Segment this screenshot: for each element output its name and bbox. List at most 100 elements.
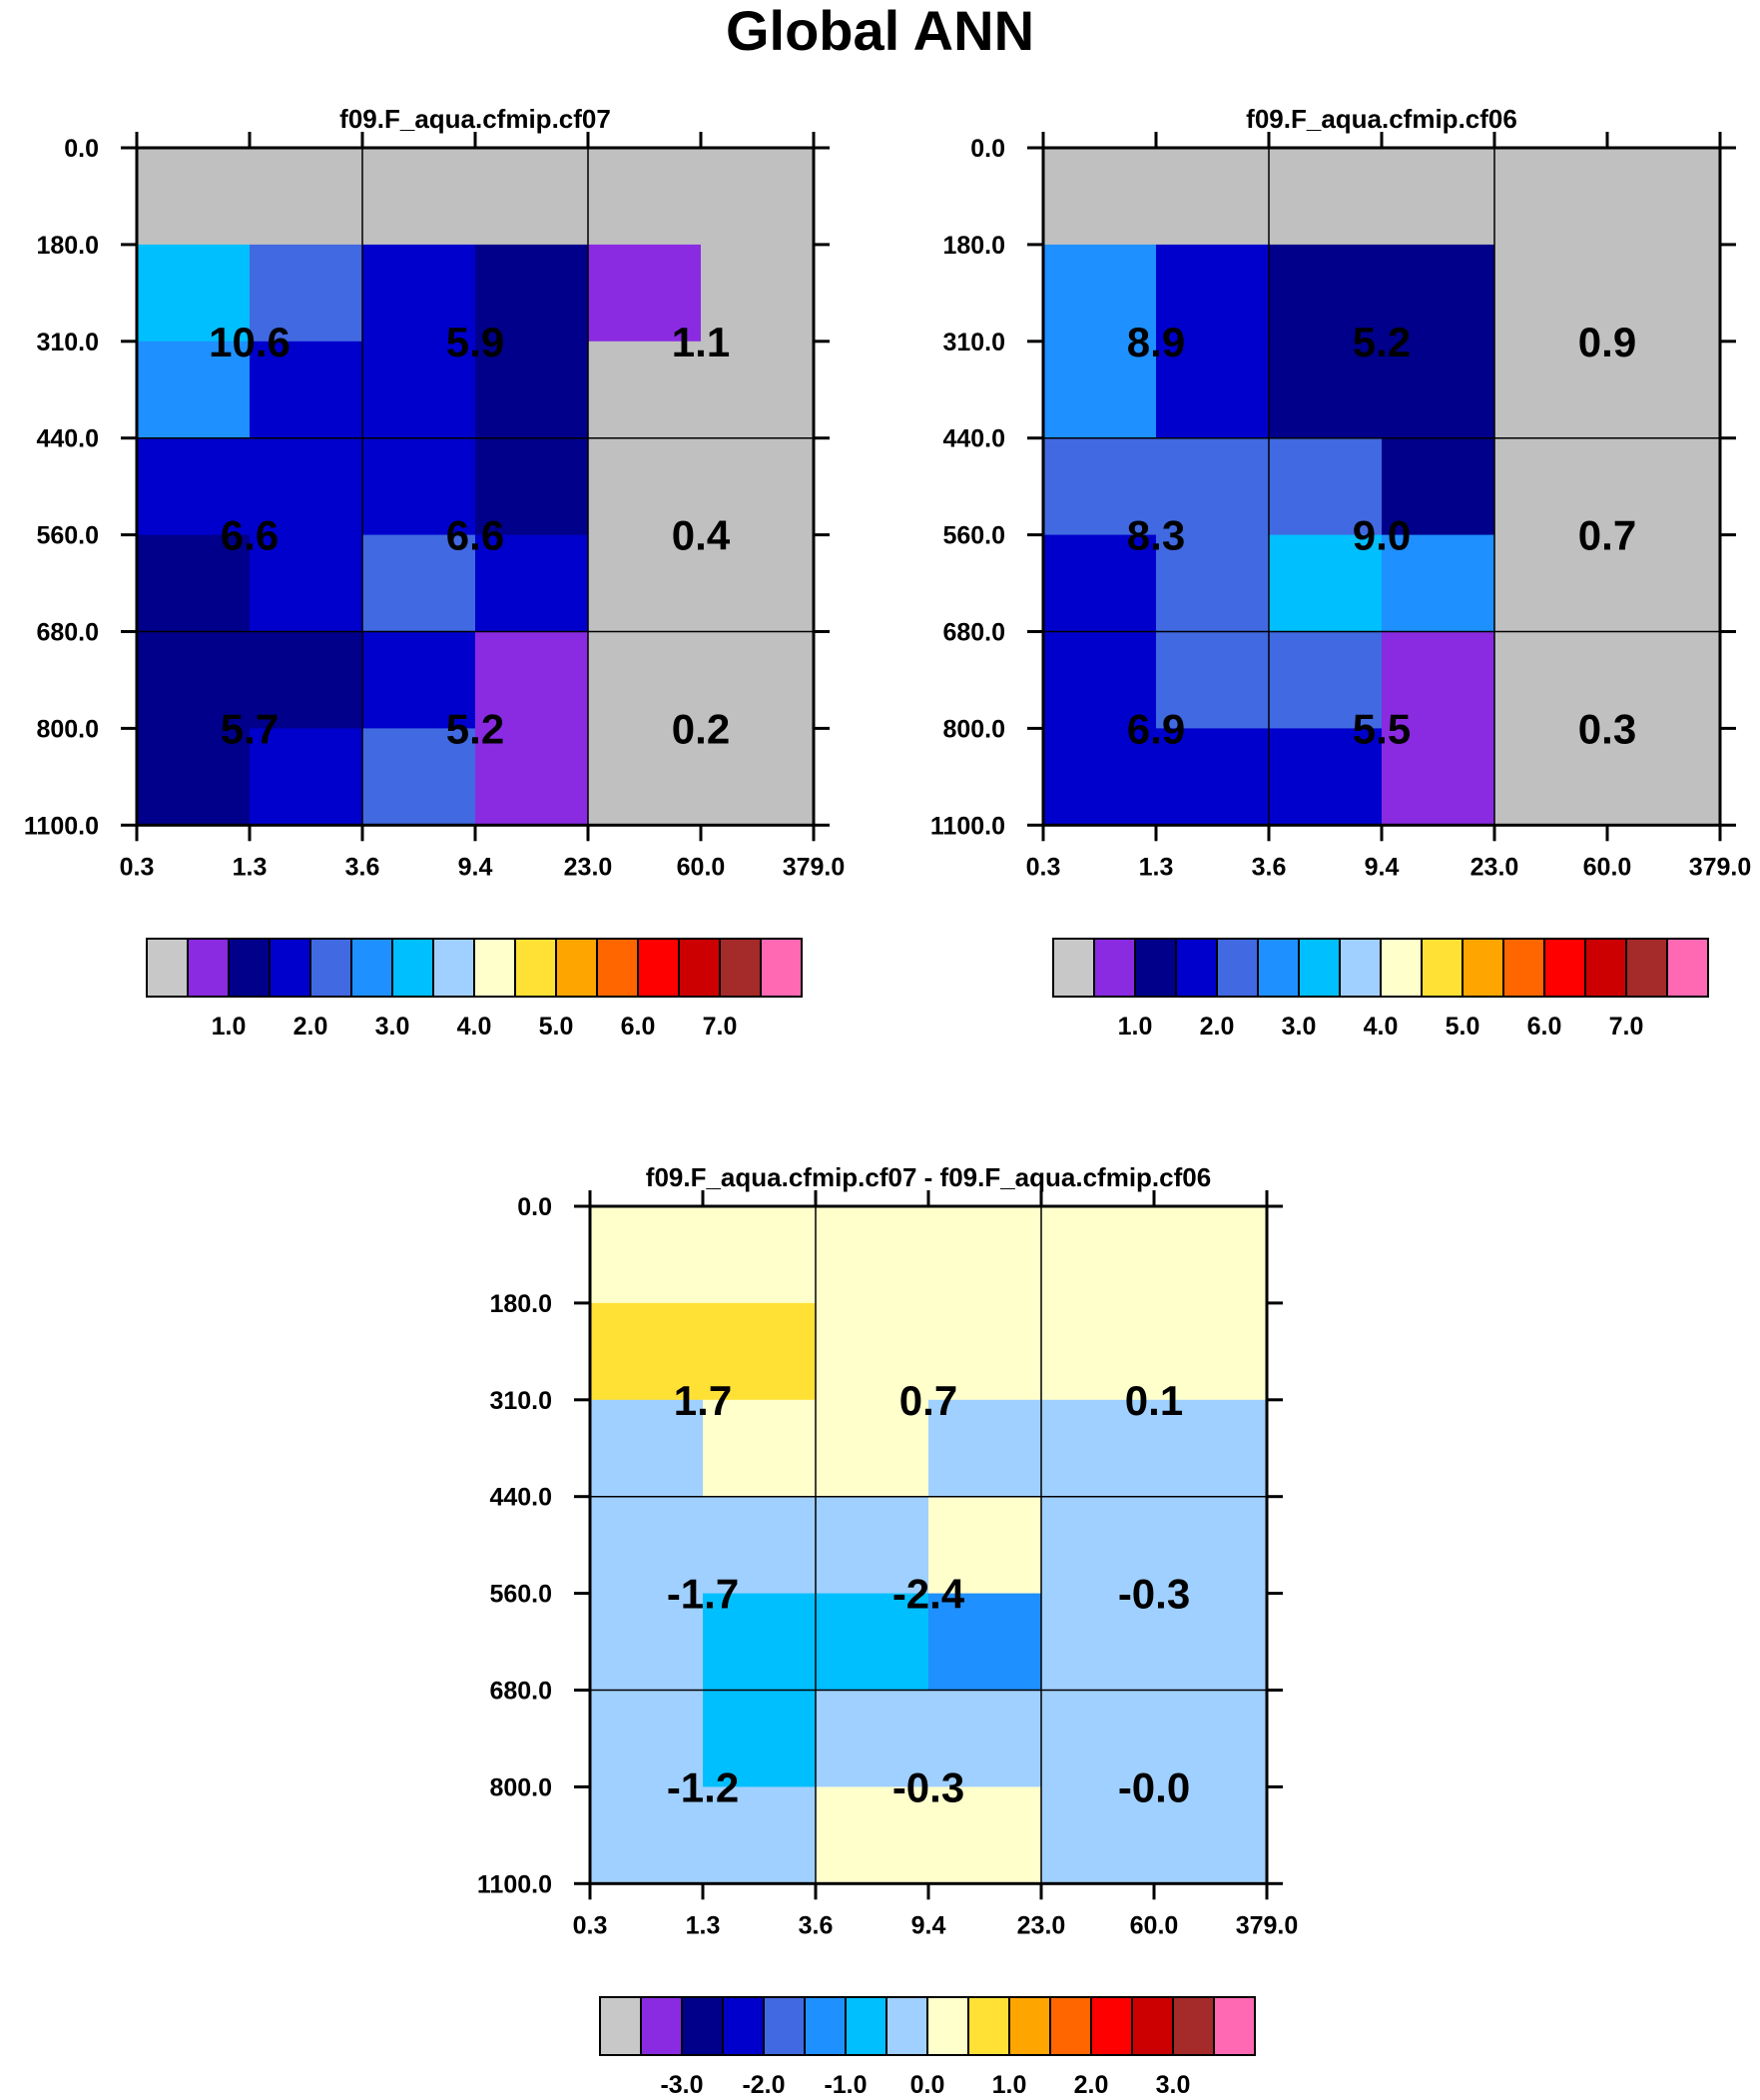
- heatmap-cell: [1607, 631, 1721, 729]
- heatmap-cell: [475, 728, 589, 826]
- heatmap-cell: [1043, 437, 1157, 536]
- colorbar-label: 2.0: [293, 1013, 328, 1041]
- colorbar-swatch: [637, 938, 680, 998]
- heatmap-cell: [1269, 341, 1383, 439]
- colorbar-label: -2.0: [742, 2071, 785, 2099]
- cell-total-label: 0.4: [672, 512, 731, 559]
- heatmap-cell: [475, 148, 589, 246]
- cell-total-label: 8.3: [1127, 512, 1185, 559]
- heatmap-cell: [1043, 341, 1157, 439]
- colorbar-label: 3.0: [375, 1013, 410, 1041]
- cell-total-label: -0.3: [1118, 1571, 1190, 1618]
- colorbar-swatch: [1175, 938, 1218, 998]
- heatmap-cell: [588, 437, 702, 536]
- heatmap-cell: [1269, 534, 1383, 633]
- colorbar-swatch: [432, 938, 475, 998]
- heatmap-cell: [250, 631, 363, 729]
- heatmap-cell: [250, 341, 363, 439]
- y-tick-label: 440.0: [489, 1484, 552, 1512]
- colorbar-swatch: [1213, 1996, 1256, 2056]
- heatmap-cell: [475, 534, 589, 633]
- x-tick-label: 9.4: [911, 1911, 946, 1939]
- heatmap-cell: [1154, 1593, 1268, 1692]
- heatmap-cell: [475, 341, 589, 439]
- colorbar-label: 0.0: [910, 2071, 945, 2099]
- heatmap-cell: [475, 437, 589, 536]
- heatmap-cell: [590, 1302, 704, 1401]
- heatmap-cell: [1607, 244, 1721, 343]
- cell-total-label: -1.7: [667, 1571, 739, 1618]
- heatmap-cell: [362, 534, 476, 633]
- cell-total-label: 10.6: [209, 319, 291, 365]
- x-tick-label: 379.0: [1689, 853, 1752, 881]
- heatmap-cell: [816, 1593, 929, 1692]
- heatmap-cell: [1382, 244, 1495, 343]
- heatmap-cell: [362, 631, 476, 729]
- heatmap-cell: [1607, 534, 1721, 633]
- colorbar-swatch: [391, 938, 434, 998]
- heatmap-cell: [362, 728, 476, 826]
- panel-title: f09.F_aqua.cfmip.cf07: [339, 104, 611, 134]
- heatmap-cell: [701, 534, 815, 633]
- heatmap-cell: [137, 728, 251, 826]
- heatmap-cell: [1154, 1690, 1268, 1787]
- heatmap-cell: [137, 148, 251, 246]
- colorbar-swatch: [640, 1996, 683, 2056]
- heatmap-cell: [475, 244, 589, 343]
- panel-title: f09.F_aqua.cfmip.cf07 - f09.F_aqua.cfmip…: [646, 1162, 1211, 1192]
- colorbar-label: 4.0: [457, 1013, 492, 1041]
- heatmap-cell: [1043, 534, 1157, 633]
- heatmap-cell: [590, 1206, 704, 1304]
- cell-total-label: 0.2: [672, 705, 730, 752]
- cell-total-label: 6.6: [446, 512, 504, 559]
- cell-total-label: 8.9: [1127, 319, 1185, 365]
- heatmap-cell: [928, 1786, 1042, 1884]
- heatmap-cell: [1269, 244, 1383, 343]
- heatmap-cell: [928, 1206, 1042, 1304]
- cell-total-label: 5.2: [1353, 319, 1411, 365]
- heatmap-cell: [1156, 148, 1270, 246]
- heatmap-cell: [1156, 728, 1270, 826]
- heatmap-cell: [137, 244, 251, 343]
- colorbar-swatch: [1008, 1996, 1051, 2056]
- y-tick-label: 1100.0: [930, 812, 1005, 840]
- heatmap-cell: [928, 1496, 1042, 1595]
- heatmap-cell: [1156, 631, 1270, 729]
- heatmap-cell: [703, 1496, 817, 1595]
- heatmap-cell: [250, 728, 363, 826]
- heatmap-cell: [1043, 244, 1157, 343]
- colorbar-swatch: [1131, 1996, 1174, 2056]
- heatmap-cell: [1041, 1399, 1155, 1498]
- cell-total-label: 5.7: [221, 705, 279, 752]
- colorbar-swatch: [719, 938, 762, 998]
- heatmap-cell: [1607, 148, 1721, 246]
- heatmap-cell: [816, 1206, 929, 1304]
- heatmap-cell: [1494, 728, 1608, 826]
- x-tick-label: 0.3: [573, 1911, 608, 1939]
- heatmap-cell: [1156, 341, 1270, 439]
- heatmap-cell: [1156, 534, 1270, 633]
- colorbar-swatch: [885, 1996, 928, 2056]
- heatmap-cell: [475, 631, 589, 729]
- heatmap-cell: [1607, 341, 1721, 439]
- heatmap-cell: [250, 437, 363, 536]
- heatmap-cell: [1041, 1593, 1155, 1692]
- cell-total-label: 5.9: [446, 319, 504, 365]
- heatmap-cell: [1382, 437, 1495, 536]
- colorbar-swatch: [1380, 938, 1423, 998]
- x-tick-label: 23.0: [1470, 853, 1519, 881]
- colorbar-swatch: [804, 1996, 847, 2056]
- cell-total-label: 6.6: [221, 512, 279, 559]
- cell-total-label: 0.7: [899, 1377, 957, 1424]
- heatmap-cell: [1041, 1690, 1155, 1787]
- heatmap-cell: [250, 244, 363, 343]
- y-tick-label: 180.0: [36, 232, 99, 260]
- y-tick-label: 310.0: [942, 329, 1005, 356]
- y-tick-label: 800.0: [489, 1773, 552, 1801]
- heatmap-cell: [137, 631, 251, 729]
- heatmap-cell: [1154, 1206, 1268, 1304]
- colorbar-swatch: [1339, 938, 1382, 998]
- colorbar-label: 1.0: [992, 2071, 1027, 2099]
- heatmap-cell: [928, 1399, 1042, 1498]
